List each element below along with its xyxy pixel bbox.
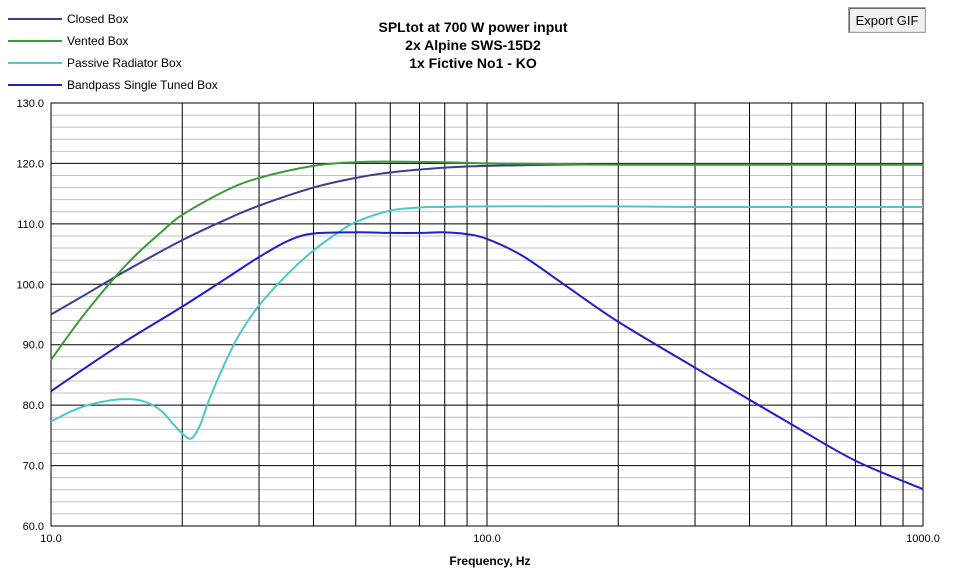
y-tick-label: 120.0 xyxy=(16,158,44,170)
series-line-passive-radiator-box xyxy=(50,205,923,440)
legend-label-closed-box: Closed Box xyxy=(67,12,128,26)
x-tick-label: 100.0 xyxy=(473,533,501,545)
chart-title-line-2: 2x Alpine SWS-15D2 xyxy=(405,37,541,53)
chart-title: SPLtot at 700 W power input 2x Alpine SW… xyxy=(378,19,567,71)
series-line-bandpass-single-tuned-box xyxy=(50,231,924,491)
legend: Closed Box Vented Box Passive Radiator Box… xyxy=(8,12,218,92)
series-line-vented-box xyxy=(50,160,923,361)
y-tick-label: 90.0 xyxy=(23,340,44,352)
grid-layer xyxy=(50,102,924,527)
chart-title-line-3: 1x Fictive No1 - KO xyxy=(409,55,537,71)
y-tick-label: 100.0 xyxy=(16,279,44,291)
chart-title-line-1: SPLtot at 700 W power input xyxy=(378,19,567,35)
y-tick-label: 60.0 xyxy=(23,521,44,533)
export-gif-button[interactable]: Export GIF xyxy=(848,7,926,33)
y-tick-label: 70.0 xyxy=(23,461,44,473)
legend-label-passive-radiator-box: Passive Radiator Box xyxy=(67,56,182,70)
x-tick-label: 1000.0 xyxy=(906,533,940,545)
legend-label-vented-box: Vented Box xyxy=(67,34,128,48)
y-tick-label: 80.0 xyxy=(23,400,44,412)
series-layer xyxy=(50,160,924,491)
x-tick-label: 10.0 xyxy=(40,533,61,545)
y-tick-label: 130.0 xyxy=(16,98,44,110)
y-tick-label: 110.0 xyxy=(17,219,44,231)
x-axis-label: Frequency, Hz xyxy=(449,554,530,568)
legend-label-bandpass-single-tuned-box: Bandpass Single Tuned Box xyxy=(67,78,218,92)
